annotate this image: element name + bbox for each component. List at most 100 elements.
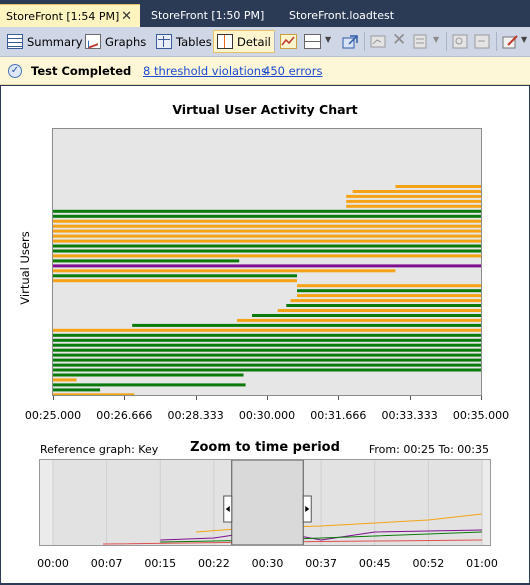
x-tick-mark (338, 396, 340, 400)
zoom-in-icon[interactable] (452, 34, 469, 49)
user-activity-bar[interactable] (53, 383, 246, 387)
zoom-tick-label: 00:37 (305, 557, 337, 570)
x-tick-label: 00:25.000 (24, 409, 82, 422)
reference-graph (52, 460, 483, 545)
user-activity-bar[interactable] (297, 289, 481, 293)
user-activity-bar[interactable] (53, 393, 135, 395)
virtual-user-plot[interactable] (52, 128, 482, 396)
detail-panel: Virtual User Activity Chart Virtual User… (1, 86, 529, 583)
zoom-tick-label: 00:45 (358, 557, 391, 570)
delete-icon[interactable]: ✕ (392, 30, 407, 50)
user-activity-bar[interactable] (132, 323, 481, 327)
detail-label: Detail (237, 34, 271, 49)
user-activity-bar[interactable] (53, 363, 481, 367)
activity-bars (53, 185, 482, 395)
user-activity-bar[interactable] (53, 269, 396, 273)
tab-storefront-loadtest[interactable]: StoreFront.loadtest (283, 4, 413, 27)
user-activity-bar[interactable] (53, 373, 244, 377)
user-activity-bar[interactable] (53, 279, 297, 283)
user-activity-bar[interactable] (297, 294, 481, 298)
x-tick-label: 00:31.666 (310, 409, 367, 422)
user-activity-bar[interactable] (237, 318, 481, 322)
x-tick-mark (53, 396, 54, 400)
user-activity-bar[interactable] (53, 209, 481, 213)
user-activity-bar[interactable] (53, 338, 481, 342)
user-activity-bar[interactable] (53, 229, 481, 233)
user-activity-bar[interactable] (53, 219, 481, 223)
chevron-down-icon[interactable]: ▼ (521, 35, 528, 44)
toolbar-separator (496, 32, 497, 51)
user-activity-bar[interactable] (297, 284, 481, 288)
detail-icon (217, 34, 233, 49)
chevron-down-icon[interactable]: ▼ (325, 35, 332, 44)
tab-storefront-150[interactable]: StoreFront [1:50 PM] (145, 4, 275, 27)
user-activity-bar[interactable] (53, 348, 481, 352)
add-counter-icon[interactable] (370, 34, 387, 49)
user-activity-bar[interactable] (53, 244, 481, 248)
user-activity-bar[interactable] (346, 199, 481, 203)
user-activity-bar[interactable] (53, 234, 481, 238)
zoom-title: Zoom to time period (190, 440, 340, 455)
zoom-out-icon[interactable] (474, 34, 491, 49)
zoom-tick-label: 00:00 (37, 557, 69, 570)
user-activity-bar[interactable] (346, 194, 481, 198)
user-activity-bar[interactable] (53, 224, 481, 228)
x-tick-mark (267, 396, 268, 400)
user-activity-bar[interactable] (53, 388, 101, 392)
chart-options-icon[interactable] (280, 34, 297, 49)
toolbar-separator (274, 32, 275, 51)
x-tick-mark (124, 396, 126, 400)
zoom-tick-label: 00:52 (412, 557, 445, 570)
x-tick-mark (481, 396, 482, 400)
detail-button[interactable]: Detail (213, 30, 275, 53)
user-activity-bar[interactable] (53, 274, 297, 278)
reference-line-red (103, 539, 483, 545)
summary-button[interactable]: Summary (4, 30, 86, 53)
errors-link[interactable]: 450 errors (263, 64, 323, 78)
x-tick-label: 00:33.333 (381, 409, 438, 422)
properties-icon[interactable] (412, 34, 429, 49)
tab-storefront-154[interactable]: StoreFront [1:54 PM] ✕ (0, 4, 140, 27)
grid-layout-icon[interactable] (304, 34, 321, 49)
user-activity-bar[interactable] (53, 378, 77, 382)
zoom-timeline[interactable] (39, 459, 491, 546)
user-activity-bar[interactable] (53, 214, 481, 218)
chart-title: Virtual User Activity Chart (172, 102, 358, 117)
threshold-violations-link[interactable]: 8 threshold violations (143, 64, 268, 78)
user-activity-bar[interactable] (286, 304, 481, 307)
edit-icon[interactable] (502, 34, 519, 49)
zoom-tick-label: 00:22 (198, 557, 230, 570)
user-activity-bar[interactable] (277, 309, 481, 312)
user-activity-bar[interactable] (53, 343, 481, 347)
user-activity-bar[interactable] (53, 264, 481, 268)
tables-button[interactable]: Tables (153, 30, 215, 53)
x-tick-label: 00:35.000 (452, 409, 510, 422)
tables-label: Tables (176, 34, 212, 49)
toolbar: Summary Graphs Tables Detail ▼ (0, 27, 530, 57)
user-activity-bar[interactable] (53, 328, 481, 332)
user-activity-bar[interactable] (53, 353, 481, 357)
user-activity-bar[interactable] (53, 254, 481, 258)
user-activity-bar[interactable] (53, 358, 481, 362)
user-activity-bar[interactable] (53, 249, 481, 253)
tab-label: StoreFront [1:54 PM] (6, 10, 120, 23)
user-activity-bar[interactable] (290, 299, 482, 303)
user-activity-bar[interactable] (53, 259, 240, 263)
user-activity-bar[interactable] (352, 190, 481, 193)
zoom-tick-label: 01:00 (466, 557, 498, 570)
user-activity-bar[interactable] (252, 314, 481, 317)
zoom-tick-label: 00:15 (144, 557, 177, 570)
toolbar-separator (446, 32, 447, 51)
user-activity-bar[interactable] (53, 239, 481, 243)
user-activity-bar[interactable] (395, 185, 481, 188)
chevron-down-icon[interactable]: ▼ (433, 35, 440, 44)
user-activity-bar[interactable] (53, 333, 481, 337)
user-activity-bar[interactable] (53, 368, 481, 372)
export-icon[interactable] (342, 34, 359, 49)
zoom-range-label: From: 00:25 To: 00:35 (368, 443, 489, 456)
close-icon[interactable]: ✕ (121, 9, 132, 24)
zoom-window[interactable] (231, 460, 304, 545)
user-activity-bar[interactable] (346, 204, 481, 208)
graphs-button[interactable]: Graphs (82, 30, 149, 53)
